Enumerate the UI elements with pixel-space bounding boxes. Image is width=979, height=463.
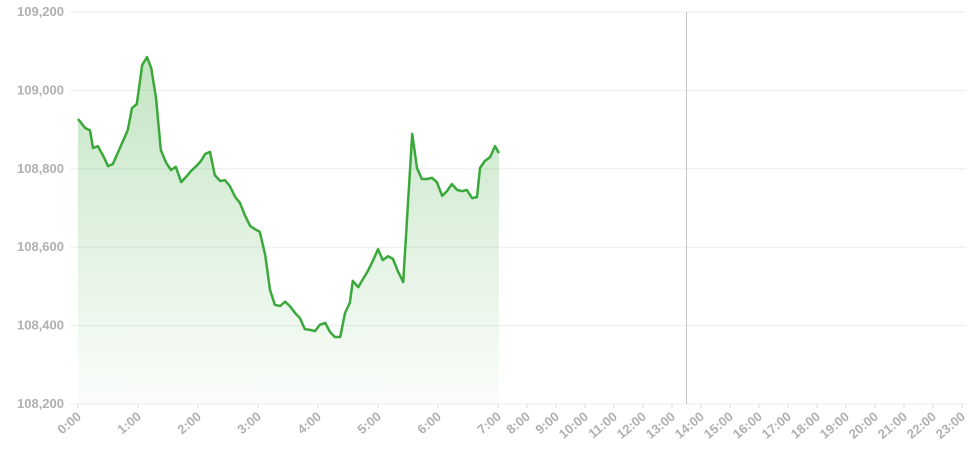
x-tick-label: 1:00 [114,409,144,437]
x-tick-label: 6:00 [414,409,444,437]
line [77,55,500,339]
x-tick-label: 5:00 [354,409,384,437]
x-tick-label: 20:00 [846,409,881,442]
x-tick-label: 4:00 [294,409,324,437]
x-tick-label: 11:00 [585,409,620,441]
x-tick-label: 15:00 [701,409,736,442]
y-tick-label: 109,200 [17,4,64,19]
x-tick-label: 16:00 [730,409,765,442]
x-tick-label: 13:00 [643,409,678,442]
x-tick-label: 23:00 [933,409,968,442]
y-tick-label: 108,200 [17,396,64,411]
y-tick-label: 108,800 [17,161,64,176]
x-tick-label: 3:00 [234,409,264,437]
x-tick-label: 10:00 [556,409,591,442]
x-tick-label: 0:00 [54,409,84,437]
area [78,57,499,404]
x-tick-label: 8:00 [503,409,533,437]
y-tick-label: 109,000 [17,82,64,97]
x-tick-label: 18:00 [788,409,823,442]
x-tick-label: 22:00 [904,409,939,442]
x-tick-label: 19:00 [817,409,852,442]
x-tick-label: 12:00 [614,409,649,442]
x-tick-label: 14:00 [672,409,707,442]
x-tick-label: 17:00 [759,409,794,442]
y-tick-label: 108,600 [17,239,64,254]
x-tick-label: 7:00 [474,409,504,437]
x-tick-label: 21:00 [875,409,910,442]
x-tick-label: 2:00 [174,409,204,437]
y-tick-label: 108,400 [17,318,64,333]
